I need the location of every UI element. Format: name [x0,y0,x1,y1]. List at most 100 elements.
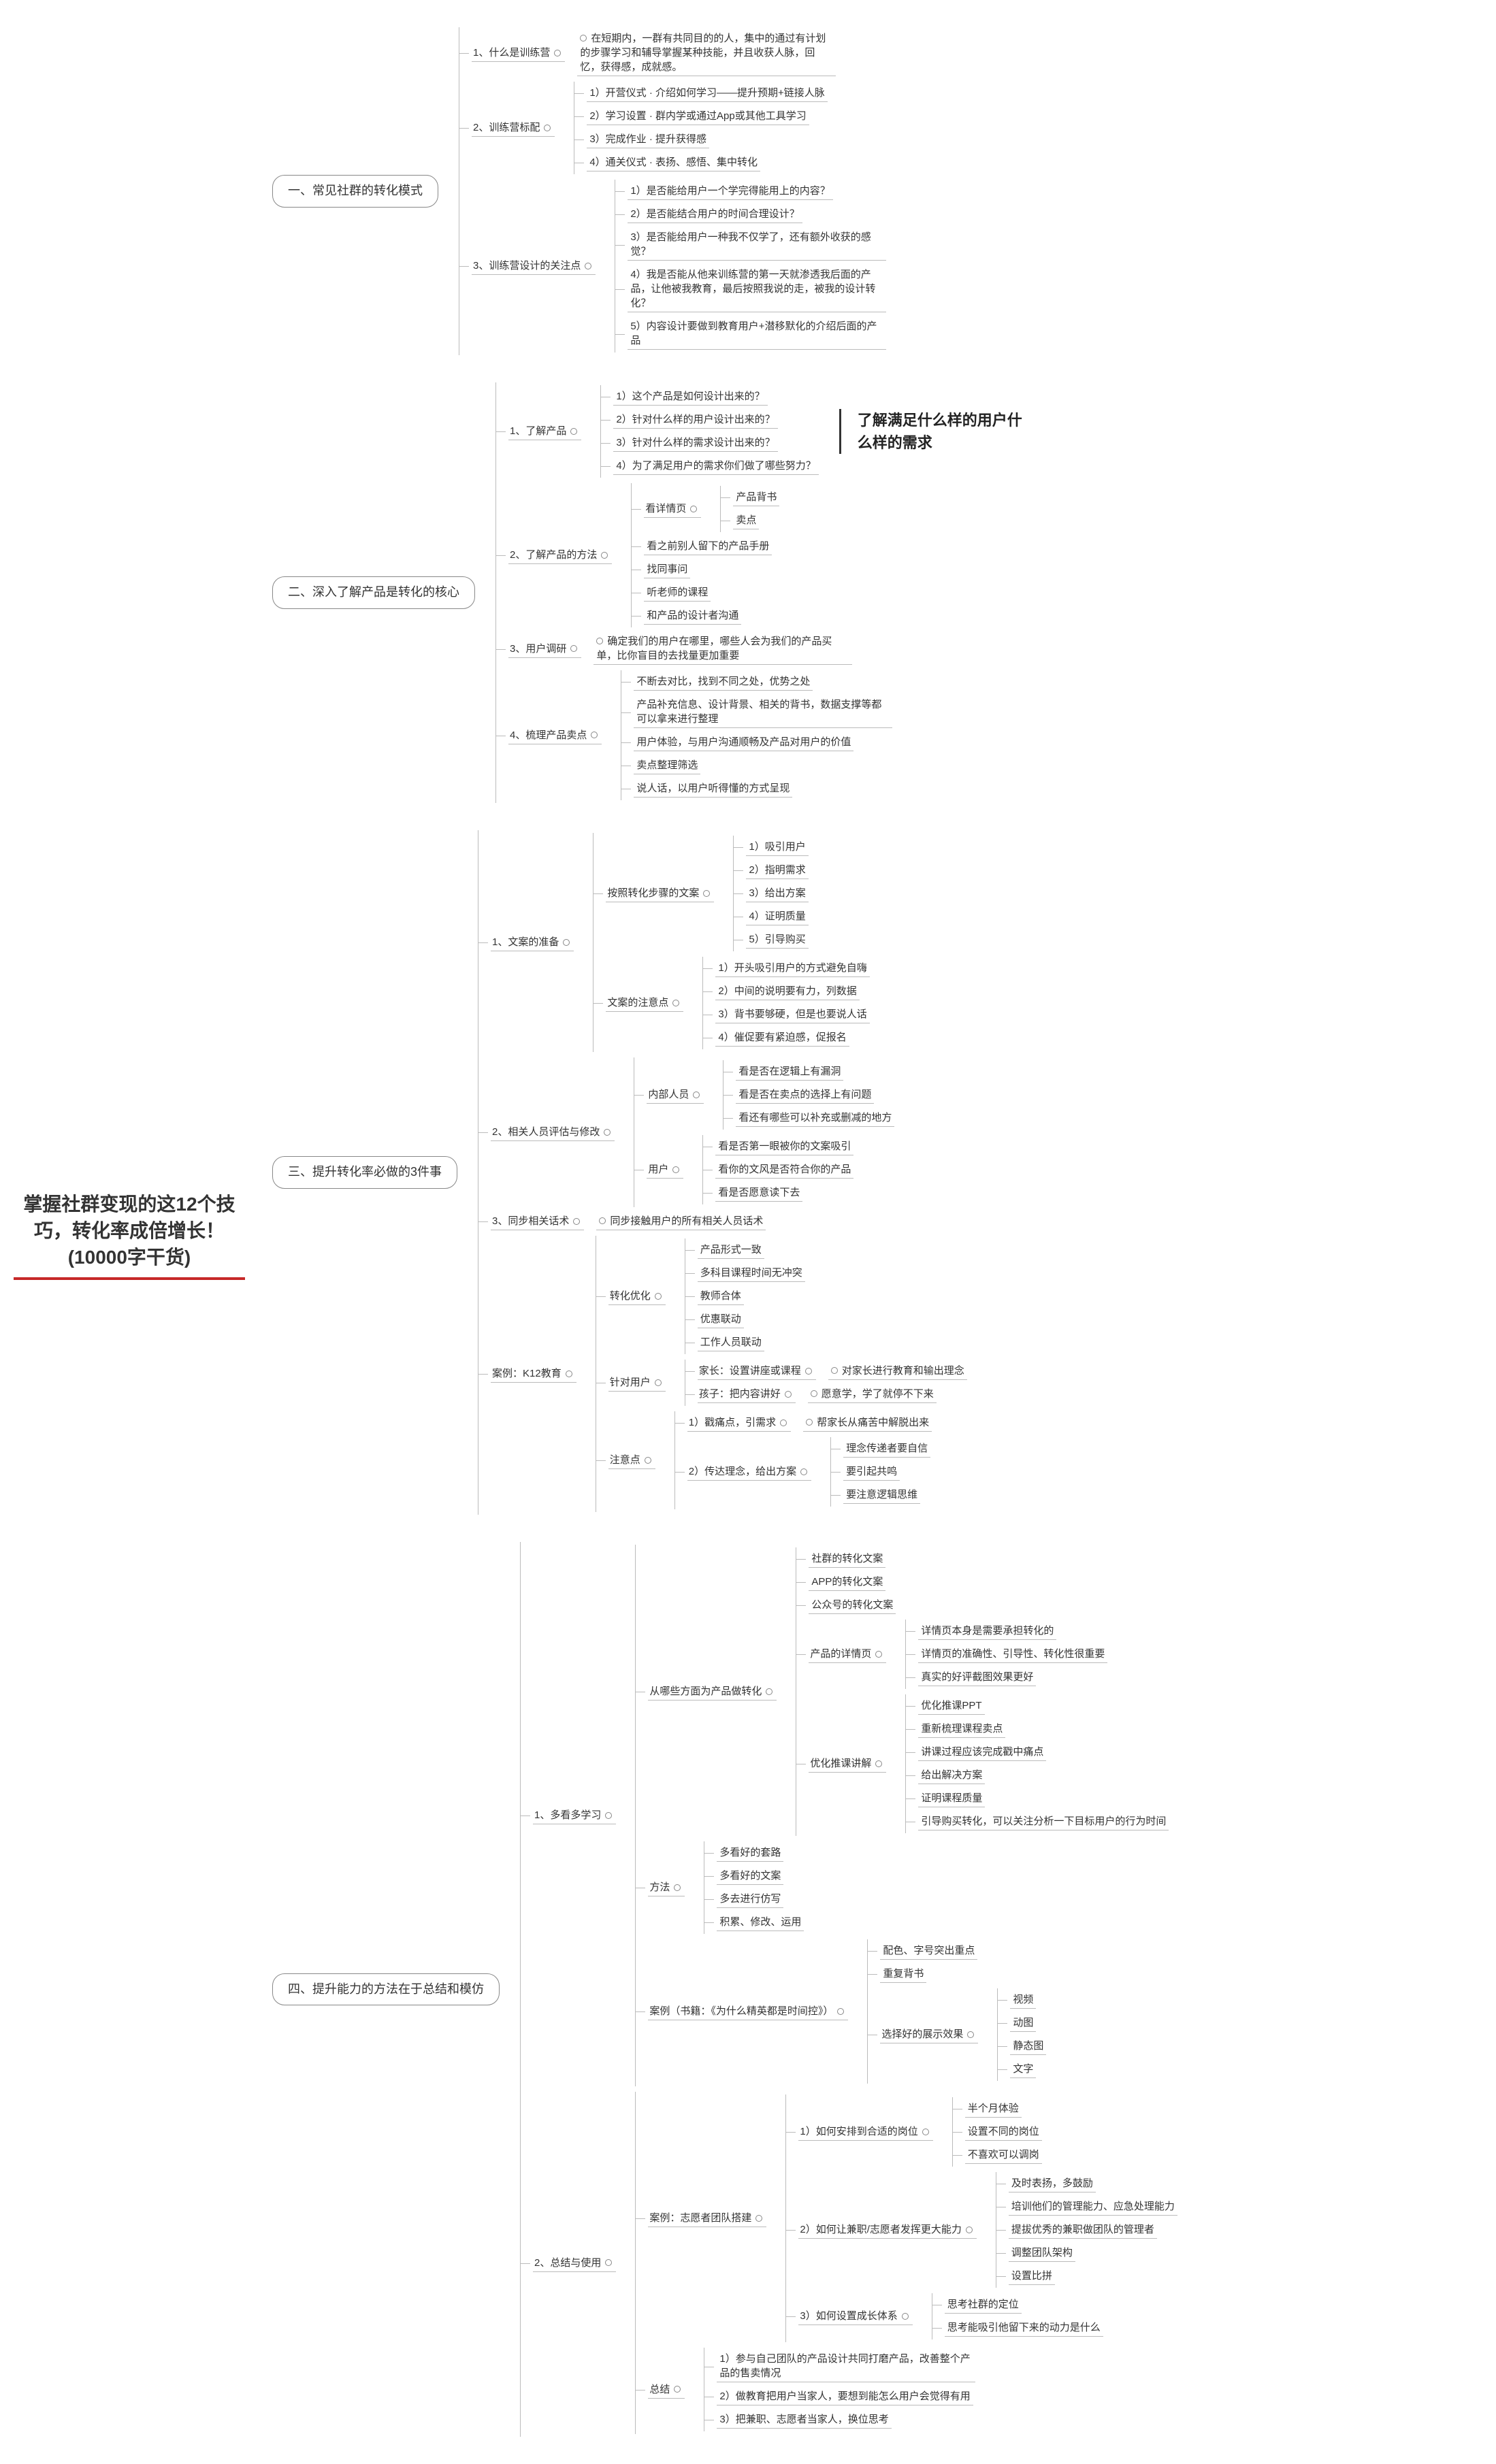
leaf-text: 详情页的准确性、引导性、转化性很重要 [918,1645,1107,1663]
leaf-text: 看是否第一眼被你的文案吸引 [715,1138,853,1155]
leaf-text: 2）中间的说明要有力，列数据 [715,983,859,1000]
leaf-text: 1）开头吸引用户的方式避免自嗨 [715,959,869,977]
leaf-item: 5）内容设计要做到教育用户+潜移默化的介绍后面的产品 [628,315,886,352]
leaf-text: 理念传递者要自信 [843,1440,930,1458]
nested-item: 从哪些方面为产品做转化社群的转化文案APP的转化文案公众号的转化文案产品的详情页… [648,1545,1169,1839]
nested-item: 1）戳痛点，引需求帮家长从痛苦中解脱出来 [687,1411,932,1434]
node-label: 案例：志愿者团队搭建 [648,2210,766,2227]
leaf-text: 3）是否能给用户一种我不仅学了，还有额外收获的感觉？ [628,229,886,261]
leaf-text: 不断去对比，找到不同之处，优势之处 [634,673,813,691]
leaf-text: 动图 [1010,2014,1036,2032]
leaf-text: 说人话，以用户听得懂的方式呈现 [634,780,792,798]
topic-label: 4、梳理产品卖点 [508,727,602,744]
node-label: 优化推课讲解 [809,1755,886,1773]
leaf-item: 3）针对什么样的需求设计出来的？ [613,431,818,455]
leaf-text: 同步接触用户的所有相关人员话术 [596,1213,766,1230]
node-label: 内部人员 [647,1086,704,1104]
leaf-item: 4）催促要有紧迫感，促报名 [715,1026,869,1049]
leaf-text: 确定我们的用户在哪里，哪些人会为我们的产品买单，比你盲目的去找量更加重要 [593,633,852,665]
node-label: 文案的注意点 [606,994,683,1012]
leaf-item: 优惠联动 [698,1308,805,1331]
leaf-item: 给出解决方案 [918,1764,1169,1787]
leaf-item: 3）给出方案 [746,882,808,905]
node-label: 3）如何设置成长体系 [798,2307,912,2325]
leaf-text: 和产品的设计者沟通 [644,607,741,625]
leaf-item: 多看好的套路 [717,1841,804,1865]
leaf-item: 2）中间的说明要有力，列数据 [715,980,869,1003]
topic-item: 案例：K12教育转化优化产品形式一致多科目课程时间无冲突教师合体优惠联动工作人员… [491,1233,967,1515]
leaf-item: 详情页的准确性、引导性、转化性很重要 [918,1643,1107,1666]
leaf-item: 多科目课程时间无冲突 [698,1262,805,1285]
leaf-item: 不断去对比，找到不同之处，优势之处 [634,670,892,693]
leaf-text: 3）给出方案 [746,885,808,902]
leaf-item: 理念传递者要自信 [843,1437,930,1460]
leaf-text: 社群的转化文案 [809,1550,885,1568]
branches-container: 一、常见社群的转化模式 1、什么是训练营在短期内，一群有共同目的的人，集中的通过有… [272,27,1177,2437]
node-label: 注意点 [608,1451,655,1469]
leaf-text: 听老师的课程 [644,584,711,602]
leaf-item: 动图 [1010,2011,1046,2035]
leaf-item: 2）指明需求 [746,859,808,882]
branch: 一、常见社群的转化模式 1、什么是训练营在短期内，一群有共同目的的人，集中的通过有… [272,27,1177,355]
leaf-item: 思考能吸引他留下来的动力是什么 [945,2316,1103,2339]
leaf-item: 要注意逻辑思维 [843,1483,930,1507]
leaf-text: 卖点整理筛选 [634,757,700,774]
branch-label: 一、常见社群的转化模式 [272,175,438,207]
leaf-item: 提拔优秀的兼职做团队的管理者 [1009,2218,1177,2241]
leaf-text: 4）我是否能从他来训练营的第一天就渗透我后面的产品，让他被我教育，最后按照我说的… [628,266,886,312]
node-label: 按照转化步骤的文案 [606,885,714,902]
leaf-text: 教师合体 [698,1287,744,1305]
leaf-text: 产品背书 [733,489,779,506]
leaf-item: 1）开营仪式 · 介绍如何学习——提升预期+链接人脉 [587,82,827,105]
leaf-item: 真实的好评截图效果更好 [918,1666,1107,1689]
leaf-text: 思考社群的定位 [945,2296,1022,2314]
leaf-text: 看是否在逻辑上有漏洞 [736,1063,843,1081]
branch-label: 三、提升转化率必做的3件事 [272,1156,457,1188]
topic-item: 2、总结与使用案例：志愿者团队搭建1）如何安排到合适的岗位半个月体验设置不同的岗… [533,2089,1177,2437]
nested-item: 内部人员看是否在逻辑上有漏洞看是否在卖点的选择上有问题看还有哪些可以补充或删减的… [647,1057,894,1132]
leaf-item: 4）为了满足用户的需求你们做了哪些努力？ [613,455,818,478]
leaf-text: 2）学习设置 · 群内学或通过App或其他工具学习 [587,108,809,125]
leaf-text: 引导购买转化，可以关注分析一下目标用户的行为时间 [918,1813,1169,1830]
leaf-item: 1）开头吸引用户的方式避免自嗨 [715,957,869,980]
leaf-item: 静态图 [1010,2035,1046,2058]
leaf-text: 视频 [1010,1991,1036,2009]
leaf-text: 在短期内，一群有共同目的的人，集中的通过有计划的步骤学习和辅导掌握某种技能，并且… [577,30,836,76]
leaf-item: APP的转化文案 [809,1571,1169,1594]
leaf-item: 和产品的设计者沟通 [644,604,779,627]
topic-label: 1、文案的准备 [491,934,574,951]
leaf-text: 3）完成作业 · 提升获得感 [587,131,709,148]
leaf-text: 文字 [1010,2060,1036,2078]
leaf-item: 详情页本身是需要承担转化的 [918,1620,1107,1643]
node-label: 孩子：把内容讲好 [698,1385,796,1403]
topic-item: 1、什么是训练营在短期内，一群有共同目的的人，集中的通过有计划的步骤学习和辅导掌… [472,27,886,79]
leaf-text: 卖点 [733,512,759,529]
mindmap-root: 掌握社群变现的这12个技巧，转化率成倍增长！(10000字干货) 一、常见社群的… [14,27,1482,2437]
nested-item: 针对用户家长：设置讲座或课程对家长进行教育和输出理念孩子：把内容讲好愿意学，学了… [608,1357,967,1409]
topic-item: 1、文案的准备按照转化步骤的文案1）吸引用户2）指明需求3）给出方案4）证明质量… [491,830,967,1055]
root-title: 掌握社群变现的这12个技巧，转化率成倍增长！(10000字干货) [14,1184,245,1281]
leaf-item: 看是否愿意读下去 [715,1181,853,1204]
leaf-text: 详情页本身是需要承担转化的 [918,1622,1056,1640]
leaf-text: 提拔优秀的兼职做团队的管理者 [1009,2221,1157,2239]
leaf-text: 4）为了满足用户的需求你们做了哪些努力？ [613,457,818,475]
node-label: 选择好的展示效果 [880,2026,978,2043]
leaf-text: APP的转化文案 [809,1573,885,1591]
nested-item: 2）传达理念，给出方案理念传递者要自信要引起共鸣要注意逻辑思维 [687,1434,932,1509]
nested-item: 1）如何安排到合适的岗位半个月体验设置不同的岗位不喜欢可以调岗 [798,2095,1177,2169]
leaf-item: 听老师的课程 [644,581,779,604]
node-label: 1）如何安排到合适的岗位 [798,2123,932,2141]
node-label: 针对用户 [608,1374,666,1392]
leaf-text: 2）做教育把用户当家人，要想到能怎么用户会觉得有用 [717,2388,973,2405]
topic-label: 2、总结与使用 [533,2254,616,2272]
nested-item: 用户看是否第一眼被你的文案吸引看你的文风是否符合你的产品看是否愿意读下去 [647,1132,894,1207]
leaf-item: 引导购买转化，可以关注分析一下目标用户的行为时间 [918,1810,1169,1833]
leaf-item: 产品补充信息、设计背景、相关的背书，数据支撑等都可以拿来进行整理 [634,693,892,731]
leaf-item: 半个月体验 [965,2097,1042,2120]
leaf-item: 4）证明质量 [746,905,808,928]
leaf-text: 1）是否能给用户一个学完得能用上的内容？ [628,182,832,200]
leaf-text: 优化推课PPT [918,1697,984,1715]
leaf-item: 重复背书 [880,1962,1046,1986]
leaf-item: 培训他们的管理能力、应急处理能力 [1009,2195,1177,2218]
topic-label: 3、用户调研 [508,640,581,658]
